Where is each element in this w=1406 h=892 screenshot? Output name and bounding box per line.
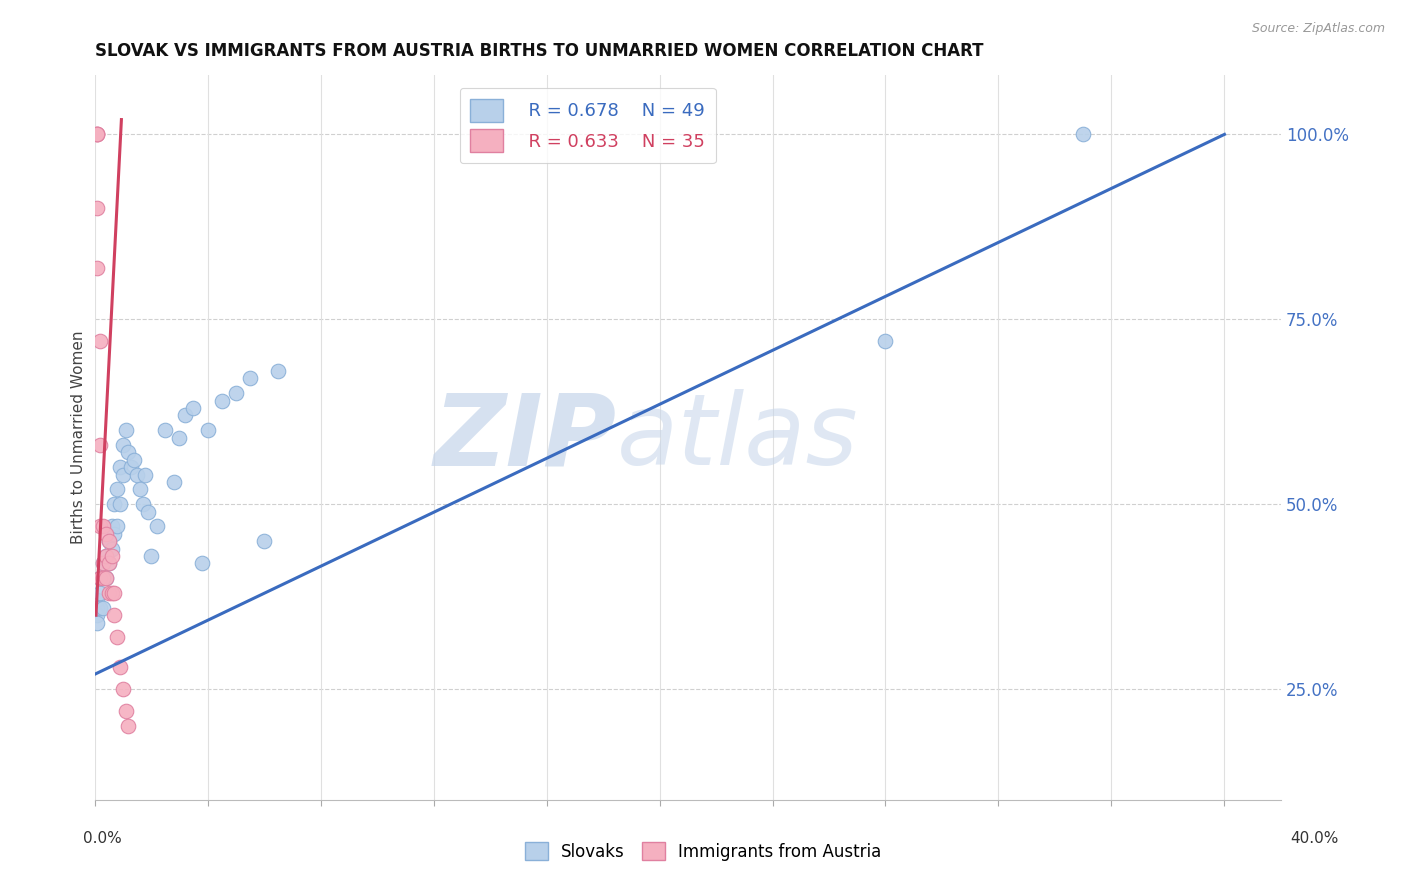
Point <box>111 682 134 697</box>
Point <box>108 460 131 475</box>
Y-axis label: Births to Unmarried Women: Births to Unmarried Women <box>72 331 86 544</box>
Point <box>97 557 120 571</box>
Point <box>91 571 114 585</box>
Text: atlas: atlas <box>617 389 858 486</box>
Text: SLOVAK VS IMMIGRANTS FROM AUSTRIA BIRTHS TO UNMARRIED WOMEN CORRELATION CHART: SLOVAK VS IMMIGRANTS FROM AUSTRIA BIRTHS… <box>94 42 983 60</box>
Point <box>120 460 142 475</box>
Point <box>128 483 150 497</box>
Point <box>108 497 131 511</box>
Point <box>89 571 111 585</box>
Point <box>100 586 122 600</box>
Point <box>1071 128 1094 142</box>
Point <box>169 431 191 445</box>
Point <box>91 557 114 571</box>
Point <box>94 571 117 585</box>
Point <box>125 467 148 482</box>
Point <box>163 475 186 489</box>
Point <box>197 423 219 437</box>
Point <box>117 719 139 733</box>
Point <box>89 519 111 533</box>
Point <box>91 571 114 585</box>
Point <box>111 467 134 482</box>
Point <box>89 438 111 452</box>
Point <box>86 202 108 216</box>
Point <box>89 600 111 615</box>
Point <box>111 438 134 452</box>
Point <box>97 586 120 600</box>
Text: ZIP: ZIP <box>433 389 617 486</box>
Point <box>94 526 117 541</box>
Text: Source: ZipAtlas.com: Source: ZipAtlas.com <box>1251 22 1385 36</box>
Point <box>136 505 159 519</box>
Point <box>122 453 145 467</box>
Point <box>86 260 108 275</box>
Point <box>211 393 233 408</box>
Point <box>97 557 120 571</box>
Point <box>86 600 108 615</box>
Point <box>97 534 120 549</box>
Point <box>117 445 139 459</box>
Point <box>100 549 122 563</box>
Point <box>94 571 117 585</box>
Point <box>105 519 128 533</box>
Point <box>191 557 214 571</box>
Point <box>875 334 897 349</box>
Point <box>94 549 117 563</box>
Legend:   R = 0.678    N = 49,   R = 0.633    N = 35: R = 0.678 N = 49, R = 0.633 N = 35 <box>460 87 716 163</box>
Point <box>134 467 156 482</box>
Point <box>153 423 176 437</box>
Point <box>89 571 111 585</box>
Point <box>103 526 125 541</box>
Point <box>103 497 125 511</box>
Point <box>94 549 117 563</box>
Point <box>183 401 205 415</box>
Text: 0.0%: 0.0% <box>83 831 122 846</box>
Point <box>145 519 167 533</box>
Point <box>267 364 290 378</box>
Point <box>100 519 122 533</box>
Point <box>100 541 122 556</box>
Point <box>89 586 111 600</box>
Text: 40.0%: 40.0% <box>1291 831 1339 846</box>
Point <box>114 704 136 718</box>
Point <box>89 334 111 349</box>
Point <box>86 128 108 142</box>
Point <box>139 549 162 563</box>
Point <box>103 608 125 623</box>
Point <box>105 483 128 497</box>
Point <box>253 534 276 549</box>
Point <box>105 631 128 645</box>
Point <box>114 423 136 437</box>
Point <box>97 534 120 549</box>
Point <box>86 615 108 630</box>
Point <box>86 128 108 142</box>
Point <box>86 128 108 142</box>
Point <box>108 660 131 674</box>
Point <box>86 608 108 623</box>
Legend: Slovaks, Immigrants from Austria: Slovaks, Immigrants from Austria <box>517 836 889 868</box>
Point <box>225 386 247 401</box>
Point <box>91 519 114 533</box>
Point <box>91 557 114 571</box>
Point <box>91 600 114 615</box>
Point <box>239 371 262 385</box>
Point <box>86 593 108 607</box>
Point <box>103 586 125 600</box>
Point <box>174 409 197 423</box>
Point <box>131 497 153 511</box>
